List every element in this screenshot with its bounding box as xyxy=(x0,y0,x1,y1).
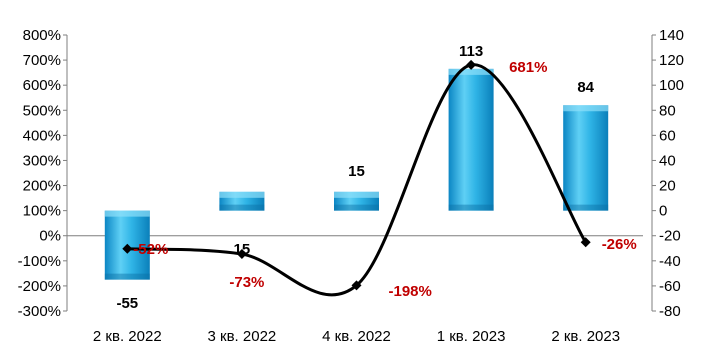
bar xyxy=(563,105,609,211)
category-label: 2 кв. 2023 xyxy=(551,328,620,345)
line-value-label: 681% xyxy=(509,59,547,76)
line-value-label: -52% xyxy=(133,241,168,258)
left-axis-tick-label: 0% xyxy=(39,228,61,245)
left-axis-tick-label: 600% xyxy=(23,77,61,94)
left-axis-tick-label: 100% xyxy=(23,203,61,220)
category-label: 2 кв. 2022 xyxy=(93,328,162,345)
left-axis-tick-label: 800% xyxy=(23,27,61,44)
left-axis-tick-label: 700% xyxy=(23,52,61,69)
line-point xyxy=(466,59,477,70)
left-axis-tick-label: 400% xyxy=(23,127,61,144)
right-axis-tick-label: 40 xyxy=(659,152,676,169)
category-label: 1 кв. 2023 xyxy=(437,328,506,345)
right-axis-tick-label: 100 xyxy=(659,77,684,94)
bar-bevel-top xyxy=(334,191,379,198)
right-axis-tick-label: 140 xyxy=(659,27,684,44)
line-value-label: -26% xyxy=(602,236,637,253)
bar-value-label: 84 xyxy=(577,79,594,96)
bar-bevel-bottom xyxy=(104,273,150,280)
bar-bevel-bottom xyxy=(334,204,379,211)
right-axis-tick-label: -60 xyxy=(659,278,681,295)
bar-value-label: -55 xyxy=(116,295,138,312)
bar-bevel-bottom xyxy=(448,204,494,211)
bar-bevel-bottom xyxy=(563,204,609,211)
bar-bevel-top xyxy=(219,191,265,198)
line-value-label: -73% xyxy=(229,274,264,291)
bar-bevel-top xyxy=(563,105,609,112)
line-point xyxy=(122,243,133,254)
line-point xyxy=(580,237,591,248)
bar-bevel-bottom xyxy=(219,204,265,211)
right-axis-tick-label: 20 xyxy=(659,178,676,195)
category-label: 4 кв. 2022 xyxy=(322,328,391,345)
left-axis-tick-label: 300% xyxy=(23,152,61,169)
line-value-label: -198% xyxy=(389,283,432,300)
bar-bevel-top xyxy=(448,68,494,75)
category-label: 3 кв. 2022 xyxy=(208,328,277,345)
right-axis-tick-label: 60 xyxy=(659,127,676,144)
right-axis-tick-label: -80 xyxy=(659,303,681,320)
left-axis-tick-label: -100% xyxy=(18,253,61,270)
bar xyxy=(448,68,494,211)
right-axis-tick-label: 120 xyxy=(659,52,684,69)
line-point xyxy=(236,249,247,260)
left-axis-tick-label: 200% xyxy=(23,178,61,195)
bar-value-label: 15 xyxy=(348,163,365,180)
right-axis-tick-label: 80 xyxy=(659,102,676,119)
right-axis-tick-label: -40 xyxy=(659,253,681,270)
left-axis-tick-label: 500% xyxy=(23,102,61,119)
bar-value-label: 113 xyxy=(459,43,483,60)
left-axis-tick-label: -300% xyxy=(18,303,61,320)
right-axis-tick-label: 0 xyxy=(659,203,667,220)
line-series xyxy=(127,63,587,297)
right-axis-tick-label: -20 xyxy=(659,228,681,245)
bar-bevel-top xyxy=(104,210,150,217)
left-axis-tick-label: -200% xyxy=(18,278,61,295)
line-point xyxy=(351,280,362,291)
